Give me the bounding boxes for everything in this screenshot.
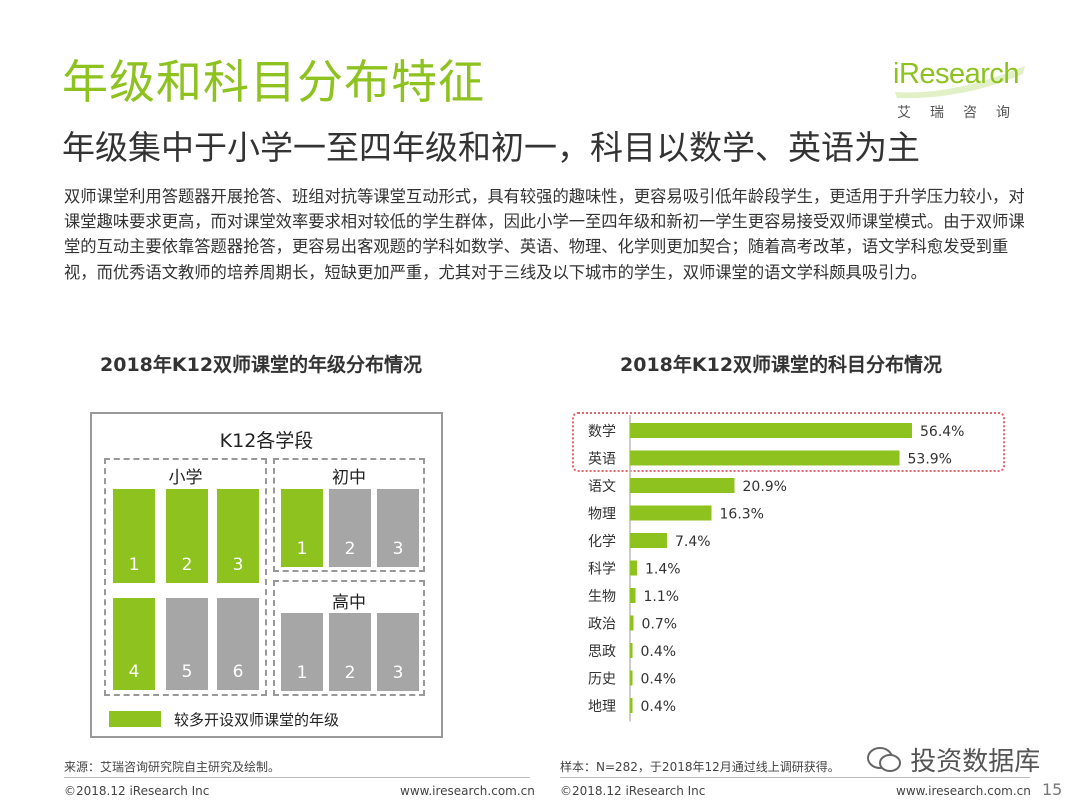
primary-label: 小学 (168, 468, 203, 488)
senior-grade-block: 1 (281, 613, 323, 691)
category-label: 物理 (588, 507, 616, 523)
grade-number: 2 (181, 555, 193, 575)
bar (630, 560, 637, 576)
value-label: 7.4% (675, 534, 711, 550)
url-right: www.iresearch.com.cn (896, 784, 1031, 798)
category-label: 思政 (588, 644, 616, 660)
junior-section (273, 458, 425, 572)
page-title: 年级和科目分布特征 (62, 55, 485, 109)
category-label: 英语 (588, 451, 616, 468)
logo-cn: 艾瑞咨询 (897, 105, 1029, 121)
senior-grade-block: 2 (329, 613, 371, 691)
category-label: 历史 (588, 672, 616, 688)
grade-number: 4 (128, 662, 140, 682)
source-left: 来源：艾瑞咨询研究院自主研究及绘制。 (64, 760, 281, 774)
grade-chart-title: 2018年K12双师课堂的年级分布情况 (100, 354, 423, 376)
primary-grade-block: 6 (217, 598, 259, 690)
primary-section (104, 458, 267, 696)
page-number: 15 (1042, 780, 1063, 799)
grade-number: 3 (392, 539, 404, 559)
copyright-left: ©2018.12 iResearch Inc (64, 784, 210, 798)
junior-grade-block: 1 (281, 489, 323, 567)
category-label: 地理 (588, 699, 616, 715)
bar (630, 615, 634, 631)
value-label: 1.4% (645, 562, 681, 578)
category-label: 语文 (588, 479, 616, 495)
subject-chart-title: 2018年K12双师课堂的科目分布情况 (620, 354, 943, 376)
grade-number: 2 (344, 539, 356, 559)
source-right: 样本：N=282，于2018年12月通过线上调研获得。 (560, 760, 840, 774)
url-left: www.iresearch.com.cn (400, 784, 535, 798)
k12-box-title: K12各学段 (219, 430, 314, 452)
highlight-box (572, 412, 1005, 472)
primary-grade-block: 3 (217, 489, 259, 583)
category-label: 科学 (588, 562, 616, 578)
grade-number: 1 (296, 539, 308, 559)
primary-grade-block: 5 (166, 598, 208, 690)
primary-grade-block: 2 (166, 489, 208, 583)
value-label: 1.1% (644, 589, 680, 605)
iresearch-logo: iResearch 艾瑞咨询 (893, 58, 1028, 122)
value-label: 0.7% (642, 617, 678, 633)
value-label: 16.3% (720, 507, 764, 523)
value-label: 20.9% (743, 479, 787, 495)
category-label: 数学 (588, 424, 616, 440)
wechat-icon (867, 747, 901, 772)
category-label: 化学 (588, 534, 616, 550)
watermark: 投资数据库 (866, 741, 1040, 778)
value-label: 0.4% (641, 699, 677, 715)
grade-number: 5 (181, 662, 193, 682)
grade-number: 3 (392, 663, 404, 683)
senior-section (273, 580, 425, 696)
watermark-text: 投资数据库 (910, 747, 1041, 777)
grade-number: 1 (128, 555, 140, 575)
junior-grade-block: 3 (377, 489, 419, 567)
bar (630, 423, 912, 438)
bar (630, 670, 633, 686)
junior-grade-block: 2 (329, 489, 371, 567)
body-paragraph: 双师课堂利用答题器开展抢答、班组对抗等课堂互动形式，具有较强的趣味性，更容易吸引… (64, 187, 1025, 282)
bar (630, 450, 900, 466)
category-label: 生物 (588, 589, 616, 605)
grade-number: 1 (296, 663, 308, 683)
value-label: 56.4% (920, 424, 964, 440)
junior-label: 初中 (332, 468, 366, 488)
bar (630, 478, 735, 493)
legend-text: 较多开设双师课堂的年级 (174, 711, 340, 729)
bar (630, 533, 667, 548)
footer-divider-left (64, 777, 530, 778)
grade-number: 6 (232, 662, 244, 682)
value-label: 53.9% (908, 452, 952, 468)
grade-number: 3 (232, 555, 244, 575)
logo-text: iResearch (893, 58, 1020, 90)
logo-swoosh-icon (895, 66, 1025, 99)
bar (630, 588, 636, 603)
legend-swatch (109, 711, 161, 727)
bar (630, 698, 633, 713)
grade-number: 2 (344, 663, 356, 683)
value-label: 0.4% (641, 672, 677, 688)
senior-label: 高中 (332, 593, 366, 613)
subject-bar-chart: 数学 56.4% 英语 53.9% 语文 20.9% 物理 16.3% 化学 7.4% 科学 1.4%… (588, 415, 964, 722)
bar (630, 505, 712, 521)
copyright-right: ©2018.12 iResearch Inc (560, 784, 706, 798)
bar (630, 643, 633, 658)
value-label: 0.4% (641, 644, 677, 660)
senior-grade-block: 3 (377, 613, 419, 691)
page-subtitle: 年级集中于小学一至四年级和初一，科目以数学、英语为主 (62, 128, 920, 167)
primary-grade-block: 1 (113, 489, 155, 583)
footer-divider-right (560, 777, 1030, 778)
category-label: 政治 (588, 617, 616, 633)
primary-grade-block: 4 (113, 598, 155, 690)
